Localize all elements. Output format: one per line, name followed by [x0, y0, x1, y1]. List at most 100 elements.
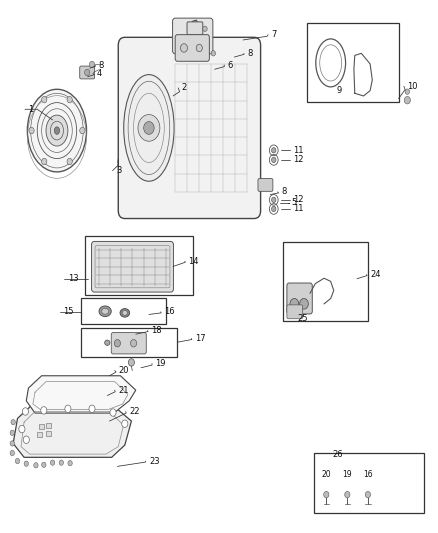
- Circle shape: [272, 157, 276, 163]
- Circle shape: [15, 458, 20, 464]
- Circle shape: [405, 89, 410, 94]
- Circle shape: [80, 127, 85, 134]
- Polygon shape: [26, 376, 136, 413]
- Circle shape: [128, 359, 134, 366]
- Text: 16: 16: [164, 308, 175, 316]
- Text: 22: 22: [129, 407, 140, 416]
- Circle shape: [272, 197, 276, 203]
- Circle shape: [138, 115, 160, 141]
- Text: 11: 11: [293, 146, 304, 155]
- Circle shape: [22, 408, 28, 415]
- Bar: [81, 298, 166, 324]
- Circle shape: [65, 405, 71, 413]
- Circle shape: [67, 96, 72, 103]
- Circle shape: [345, 491, 350, 498]
- Text: 6: 6: [228, 61, 233, 69]
- Text: 19: 19: [155, 359, 166, 368]
- Text: 25: 25: [298, 314, 308, 323]
- Circle shape: [68, 461, 72, 466]
- Circle shape: [10, 430, 14, 435]
- FancyBboxPatch shape: [258, 179, 273, 191]
- Circle shape: [196, 44, 202, 52]
- Text: 16: 16: [363, 470, 373, 479]
- Text: 15: 15: [64, 308, 74, 316]
- Circle shape: [89, 405, 95, 413]
- Circle shape: [59, 460, 64, 465]
- Circle shape: [180, 44, 187, 52]
- Circle shape: [131, 340, 137, 347]
- Text: 18: 18: [151, 326, 162, 335]
- Bar: [81, 328, 177, 357]
- Text: 8: 8: [281, 188, 286, 196]
- Ellipse shape: [54, 127, 60, 134]
- Circle shape: [324, 491, 329, 498]
- Ellipse shape: [27, 89, 87, 172]
- Ellipse shape: [179, 90, 184, 100]
- Circle shape: [34, 463, 38, 468]
- Text: 1: 1: [28, 105, 34, 114]
- Circle shape: [89, 61, 95, 68]
- Polygon shape: [13, 406, 131, 457]
- Text: 24: 24: [370, 270, 381, 279]
- Bar: [37, 432, 42, 437]
- Text: 4: 4: [96, 69, 102, 78]
- Circle shape: [85, 69, 90, 76]
- Text: 11: 11: [293, 205, 304, 213]
- Text: 12: 12: [293, 156, 304, 164]
- FancyBboxPatch shape: [187, 22, 203, 35]
- Circle shape: [42, 462, 46, 467]
- Circle shape: [211, 51, 215, 56]
- FancyBboxPatch shape: [287, 283, 312, 314]
- FancyBboxPatch shape: [92, 241, 173, 292]
- Bar: [39, 424, 44, 429]
- Bar: [46, 423, 51, 428]
- Circle shape: [67, 158, 72, 165]
- Circle shape: [300, 298, 308, 309]
- Ellipse shape: [99, 306, 111, 317]
- Ellipse shape: [46, 115, 68, 146]
- Circle shape: [122, 420, 128, 427]
- Text: 8: 8: [247, 49, 253, 58]
- Ellipse shape: [122, 154, 132, 170]
- Circle shape: [203, 26, 207, 31]
- Ellipse shape: [105, 340, 110, 345]
- Circle shape: [290, 298, 299, 309]
- Text: 7: 7: [272, 30, 277, 39]
- Circle shape: [10, 450, 14, 456]
- Ellipse shape: [124, 75, 174, 181]
- Circle shape: [19, 425, 25, 433]
- Circle shape: [272, 206, 276, 212]
- Text: 8: 8: [99, 61, 104, 69]
- Ellipse shape: [102, 308, 109, 314]
- Text: 21: 21: [118, 386, 129, 394]
- Circle shape: [29, 127, 34, 134]
- Bar: [307, 23, 399, 102]
- FancyBboxPatch shape: [173, 18, 213, 54]
- Text: 23: 23: [149, 457, 159, 465]
- Circle shape: [110, 409, 116, 416]
- Text: 9: 9: [336, 86, 342, 95]
- Text: 17: 17: [195, 334, 205, 343]
- Text: 20: 20: [321, 470, 331, 479]
- Circle shape: [10, 441, 14, 446]
- FancyBboxPatch shape: [80, 66, 95, 79]
- Circle shape: [23, 436, 29, 443]
- Circle shape: [365, 491, 371, 498]
- Circle shape: [42, 158, 47, 165]
- Bar: [85, 236, 193, 295]
- Text: 2: 2: [182, 84, 187, 92]
- Bar: [283, 242, 368, 321]
- FancyBboxPatch shape: [287, 305, 303, 319]
- Circle shape: [11, 419, 15, 425]
- FancyBboxPatch shape: [118, 37, 261, 219]
- Text: 10: 10: [407, 82, 418, 91]
- Circle shape: [41, 407, 47, 414]
- Circle shape: [144, 122, 154, 134]
- Ellipse shape: [122, 310, 127, 316]
- FancyBboxPatch shape: [111, 333, 146, 354]
- Text: 13: 13: [68, 274, 78, 283]
- Circle shape: [114, 340, 120, 347]
- Bar: [314, 453, 424, 513]
- Text: 5: 5: [291, 198, 297, 207]
- Text: 3: 3: [116, 166, 121, 175]
